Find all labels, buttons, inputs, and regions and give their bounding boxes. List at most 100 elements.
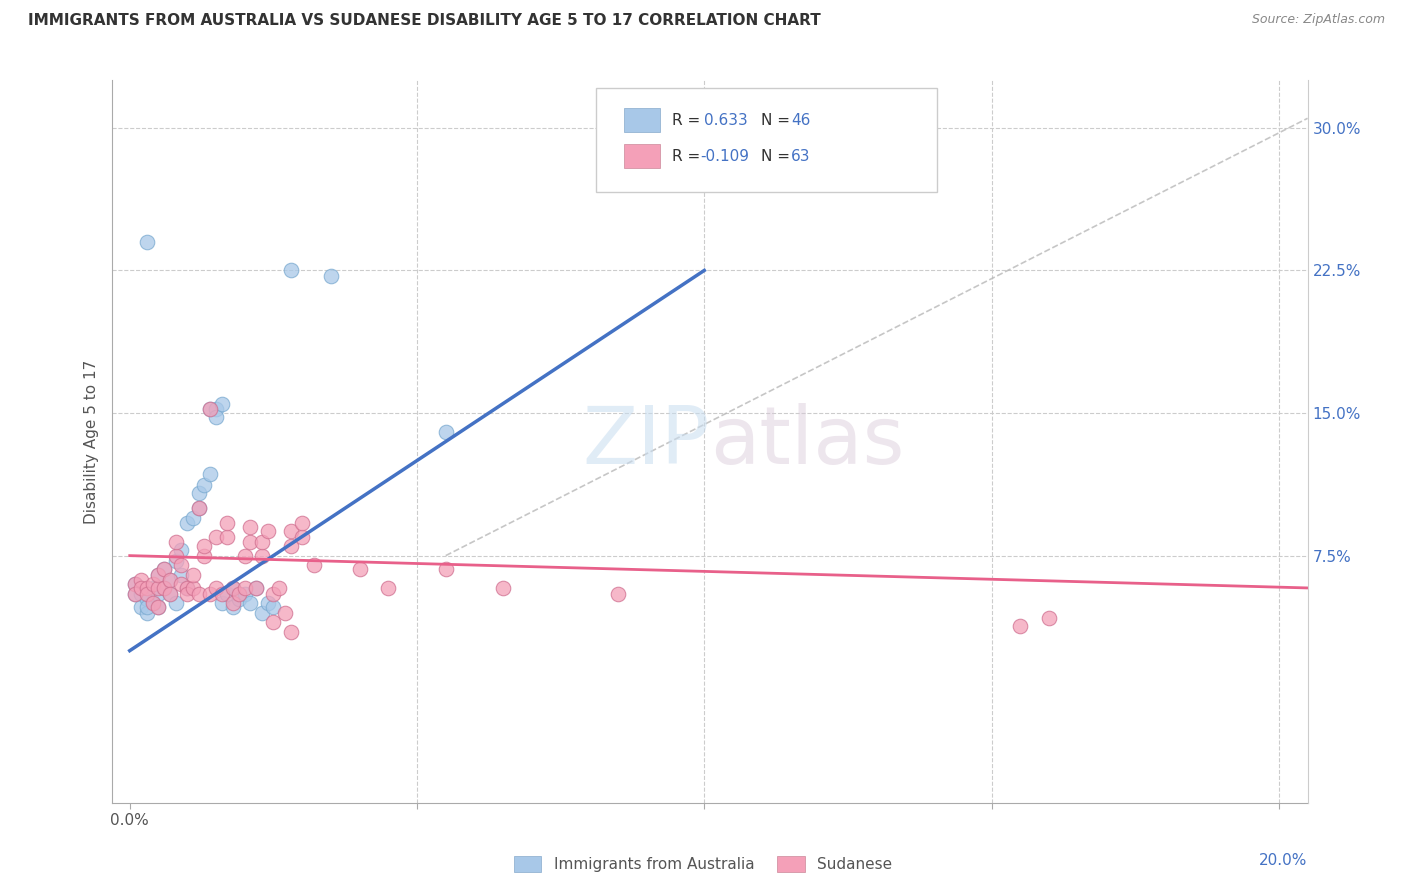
- Point: [193, 539, 215, 553]
- Point: [142, 596, 165, 610]
- Point: [291, 530, 314, 544]
- Point: [205, 530, 228, 544]
- Text: 20.0%: 20.0%: [1260, 854, 1308, 869]
- Text: R =: R =: [672, 112, 704, 128]
- Point: [187, 587, 209, 601]
- Point: [129, 574, 152, 588]
- FancyBboxPatch shape: [624, 144, 659, 169]
- Point: [148, 599, 170, 614]
- Point: [165, 554, 187, 568]
- Point: [148, 567, 170, 582]
- Point: [142, 577, 165, 591]
- Point: [250, 535, 273, 549]
- Point: [170, 577, 193, 591]
- Point: [1038, 611, 1060, 625]
- Point: [153, 581, 176, 595]
- Point: [136, 606, 159, 620]
- Point: [136, 581, 159, 595]
- Point: [170, 542, 193, 557]
- Point: [159, 587, 181, 601]
- Point: [153, 562, 176, 576]
- Text: -0.109: -0.109: [700, 149, 749, 163]
- Point: [262, 599, 284, 614]
- Point: [176, 581, 198, 595]
- Point: [142, 581, 165, 595]
- Text: 63: 63: [792, 149, 811, 163]
- Point: [148, 587, 170, 601]
- Point: [170, 567, 193, 582]
- Point: [280, 524, 302, 538]
- Text: atlas: atlas: [710, 402, 904, 481]
- Point: [136, 587, 159, 601]
- Point: [280, 263, 302, 277]
- Point: [239, 535, 262, 549]
- Point: [222, 581, 245, 595]
- Text: 46: 46: [792, 112, 811, 128]
- Point: [153, 562, 176, 576]
- Point: [124, 587, 146, 601]
- Point: [193, 478, 215, 492]
- Point: [269, 581, 291, 595]
- Text: Source: ZipAtlas.com: Source: ZipAtlas.com: [1251, 13, 1385, 27]
- Point: [148, 599, 170, 614]
- Point: [607, 587, 630, 601]
- Point: [159, 574, 181, 588]
- Point: [181, 581, 204, 595]
- Point: [136, 235, 159, 249]
- Point: [377, 581, 399, 595]
- Point: [198, 402, 221, 417]
- Point: [239, 596, 262, 610]
- Text: ZIP: ZIP: [582, 402, 710, 481]
- Point: [217, 587, 239, 601]
- Point: [1010, 619, 1032, 633]
- Point: [250, 606, 273, 620]
- Point: [228, 587, 250, 601]
- Text: R =: R =: [672, 149, 704, 163]
- Point: [170, 558, 193, 573]
- Point: [198, 587, 221, 601]
- Point: [165, 535, 187, 549]
- Point: [302, 558, 325, 573]
- Point: [159, 574, 181, 588]
- Point: [211, 396, 233, 410]
- Point: [256, 596, 278, 610]
- FancyBboxPatch shape: [596, 87, 938, 193]
- Point: [165, 596, 187, 610]
- Point: [291, 516, 314, 531]
- Point: [434, 425, 457, 439]
- Text: N =: N =: [762, 149, 796, 163]
- Point: [136, 599, 159, 614]
- Point: [262, 615, 284, 630]
- Point: [136, 592, 159, 607]
- Point: [239, 520, 262, 534]
- Text: N =: N =: [762, 112, 796, 128]
- Point: [217, 530, 239, 544]
- Text: IMMIGRANTS FROM AUSTRALIA VS SUDANESE DISABILITY AGE 5 TO 17 CORRELATION CHART: IMMIGRANTS FROM AUSTRALIA VS SUDANESE DI…: [28, 13, 821, 29]
- Legend: Immigrants from Australia, Sudanese: Immigrants from Australia, Sudanese: [506, 848, 900, 880]
- Point: [349, 562, 371, 576]
- Point: [245, 581, 267, 595]
- Point: [187, 501, 209, 516]
- Point: [205, 402, 228, 417]
- Point: [159, 587, 181, 601]
- Point: [129, 587, 152, 601]
- Point: [222, 599, 245, 614]
- Point: [198, 467, 221, 481]
- Point: [198, 402, 221, 417]
- Point: [124, 577, 146, 591]
- Point: [181, 510, 204, 524]
- Point: [274, 606, 297, 620]
- Point: [256, 524, 278, 538]
- Point: [250, 549, 273, 563]
- Point: [176, 581, 198, 595]
- Point: [211, 596, 233, 610]
- Point: [205, 581, 228, 595]
- Point: [222, 581, 245, 595]
- Point: [153, 581, 176, 595]
- Text: 0.633: 0.633: [704, 112, 748, 128]
- Point: [176, 516, 198, 531]
- Point: [124, 577, 146, 591]
- Point: [187, 486, 209, 500]
- Point: [205, 409, 228, 424]
- Point: [280, 539, 302, 553]
